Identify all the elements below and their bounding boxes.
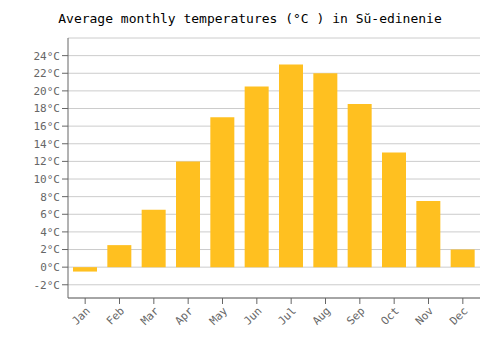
svg-text:Jan: Jan [70,304,93,327]
svg-text:Apr: Apr [173,304,197,328]
svg-text:Sep: Sep [344,304,367,327]
svg-text:Dec: Dec [447,304,470,327]
svg-text:14°C: 14°C [34,138,61,151]
svg-text:Feb: Feb [104,304,127,327]
svg-text:6°C: 6°C [40,208,60,221]
svg-text:2°C: 2°C [40,243,60,256]
svg-text:Mar: Mar [138,304,162,328]
svg-text:24°C: 24°C [34,50,61,63]
svg-text:Oct: Oct [379,304,402,327]
svg-text:20°C: 20°C [34,85,61,98]
svg-text:22°C: 22°C [34,67,61,80]
svg-text:18°C: 18°C [34,102,61,115]
svg-text:12°C: 12°C [34,155,61,168]
svg-text:Nov: Nov [413,304,437,328]
svg-text:May: May [207,304,231,328]
svg-text:Aug: Aug [310,304,333,327]
svg-text:Jun: Jun [241,304,264,327]
svg-text:0°C: 0°C [40,261,60,274]
html-text:Average monthly temperatures (: Average monthly temperatures (°C ) in Sŭ… [58,11,442,26]
svg-text:-2°C: -2°C [34,279,61,292]
svg-text:10°C: 10°C [34,173,61,186]
svg-text:16°C: 16°C [34,120,61,133]
svg-text:Jul: Jul [276,304,299,327]
svg-text:8°C: 8°C [40,191,60,204]
svg-text:4°C: 4°C [40,226,60,239]
